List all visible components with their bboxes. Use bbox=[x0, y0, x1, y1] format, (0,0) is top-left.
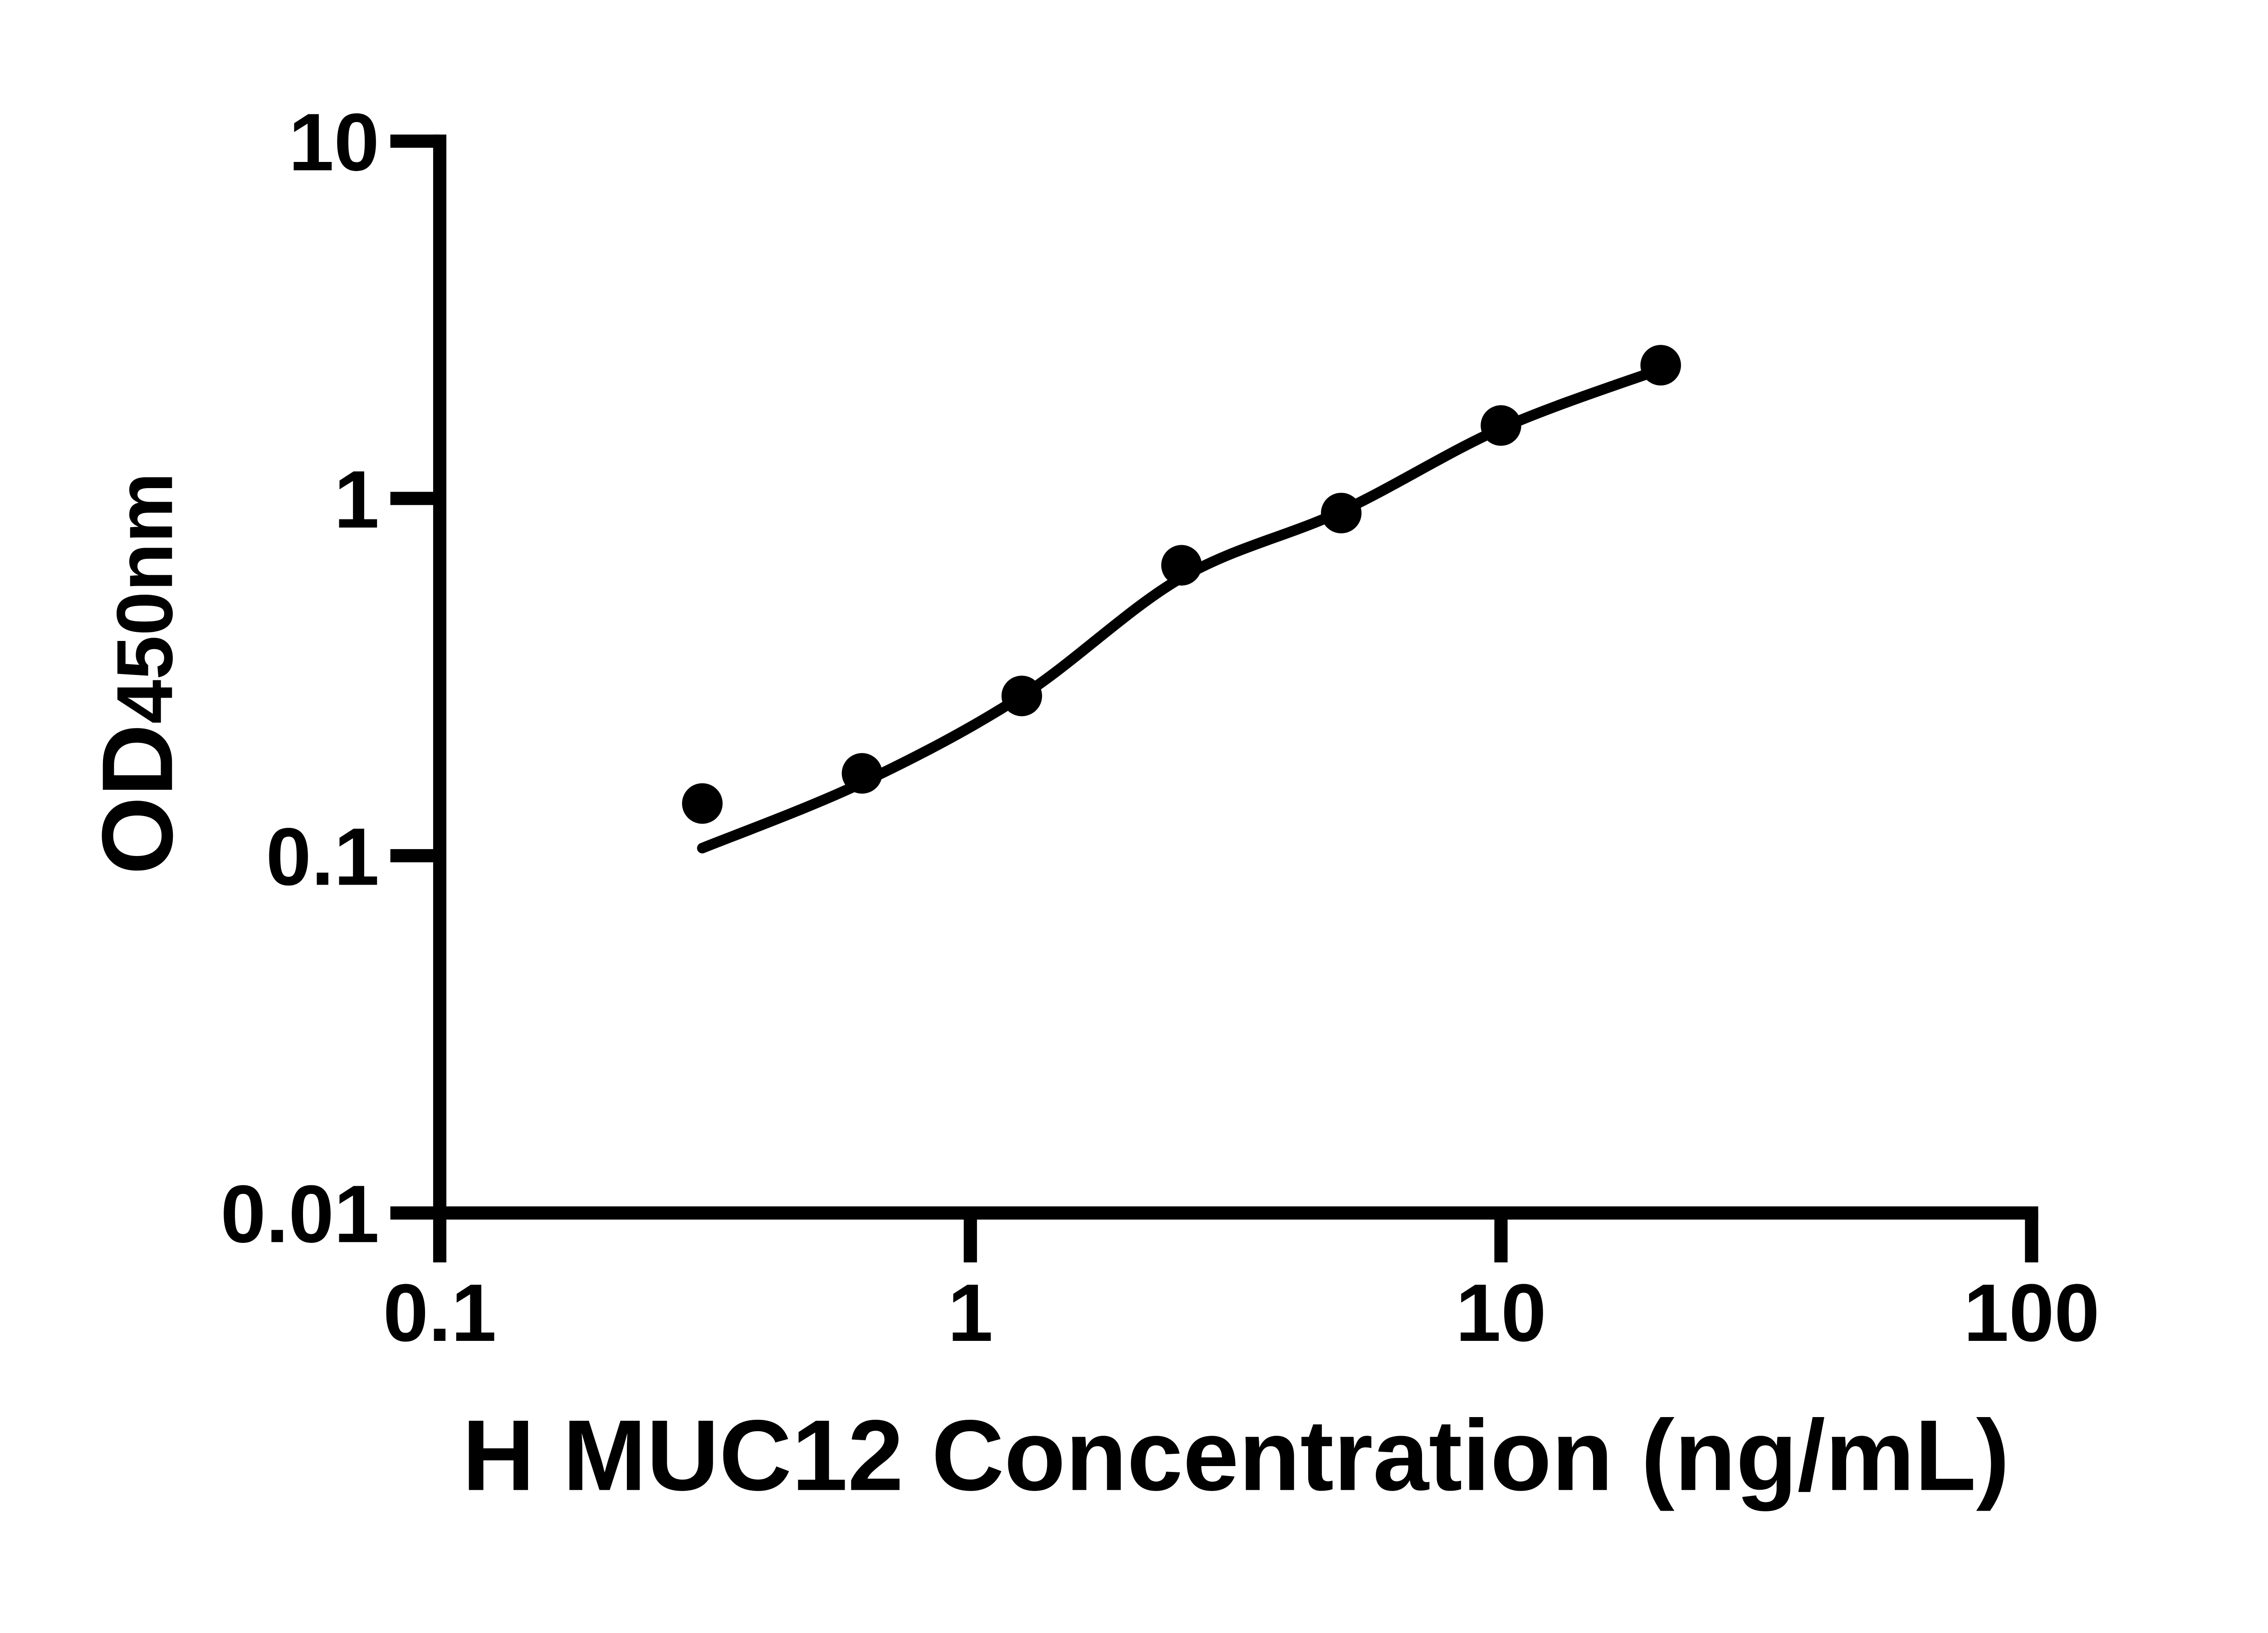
elisa-standard-curve-figure: 10 1 0.1 0.01 0.1 1 10 100 H MUC12 Concentrati… bbox=[81, 97, 2100, 1511]
y-tick-labels: 10 1 0.1 0.01 bbox=[220, 97, 379, 1260]
y-tick-label: 10 bbox=[288, 97, 379, 188]
y-tick-marks bbox=[390, 134, 440, 1220]
x-tick-label: 10 bbox=[1456, 1267, 1546, 1359]
x-axis-title: H MUC12 Concentration (ng/mL) bbox=[462, 1399, 2009, 1511]
y-tick-label: 0.01 bbox=[220, 1169, 379, 1260]
data-points bbox=[682, 345, 1681, 824]
data-point bbox=[1161, 545, 1202, 586]
data-point bbox=[1640, 345, 1681, 386]
x-tick-marks bbox=[433, 1213, 2038, 1262]
axes bbox=[433, 134, 2038, 1220]
data-point bbox=[682, 783, 723, 824]
y-tick-label: 0.1 bbox=[266, 812, 379, 903]
data-point bbox=[1481, 405, 1521, 446]
y-axis-title: OD450nm bbox=[81, 472, 193, 875]
x-tick-label: 100 bbox=[1964, 1267, 2100, 1359]
x-tick-label: 1 bbox=[948, 1267, 993, 1359]
x-tick-labels: 0.1 1 10 100 bbox=[383, 1267, 2099, 1359]
y-tick-label: 1 bbox=[334, 454, 379, 545]
data-point bbox=[1001, 675, 1042, 716]
axis-frame bbox=[433, 134, 2038, 1220]
y-axis-title-main: OD bbox=[81, 724, 193, 875]
y-axis-title-sub: 450nm bbox=[101, 472, 189, 724]
x-tick-label: 0.1 bbox=[383, 1267, 496, 1359]
data-point bbox=[841, 753, 883, 794]
data-point bbox=[1321, 493, 1362, 533]
